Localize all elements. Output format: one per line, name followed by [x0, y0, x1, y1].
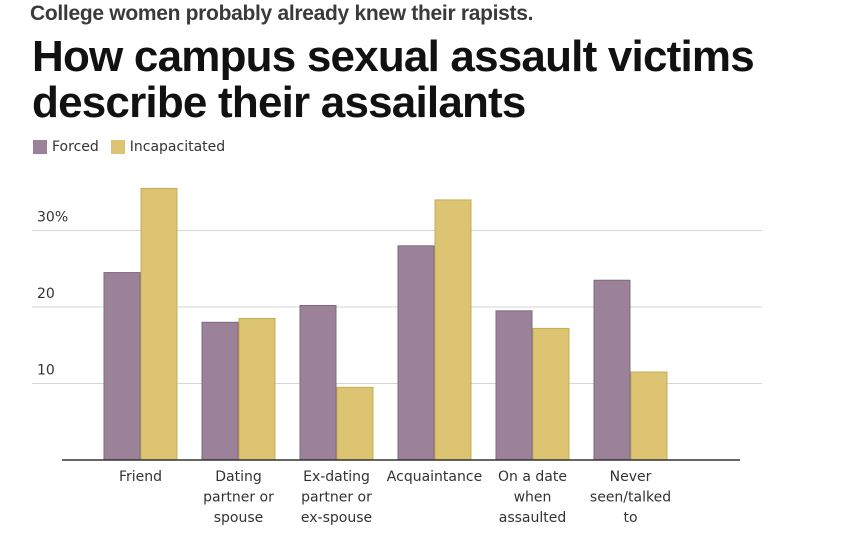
bar-incapacitated — [140, 187, 178, 461]
x-category-label: assaulted — [499, 510, 567, 526]
bar-forced — [495, 310, 533, 461]
bar-incapacitated — [238, 317, 276, 461]
bar-forced — [397, 245, 435, 461]
x-category-label: spouse — [214, 510, 264, 526]
x-category-label: Ex-dating — [303, 469, 370, 485]
x-category-label: when — [514, 490, 552, 506]
legend-swatch-incapacitated — [110, 140, 125, 154]
chart-title: How campus sexual assault victims descri… — [32, 32, 755, 127]
chart-kicker: College women probably already knew thei… — [30, 2, 534, 25]
x-category-label: Acquaintance — [387, 469, 482, 485]
y-tick-label: 30% — [37, 210, 68, 226]
legend-item-incapacitated: Incapacitated — [110, 139, 226, 155]
legend-label-forced: Forced — [52, 139, 99, 155]
bar-forced — [299, 304, 337, 461]
legend-swatch-forced — [33, 140, 47, 154]
x-category-label: Never — [610, 469, 652, 485]
bar-incapacitated — [336, 386, 374, 461]
x-category-label: Friend — [119, 469, 162, 485]
x-category-label: On a date — [498, 469, 567, 485]
legend-item-forced: Forced — [33, 139, 99, 155]
x-category-label: partner or — [301, 490, 372, 506]
y-tick-label: 10 — [37, 363, 55, 379]
chart-legend: Forced Incapacitated — [33, 139, 237, 155]
legend-label-incapacitated: Incapacitated — [129, 139, 226, 155]
bar-incapacitated — [630, 371, 668, 461]
bar-incapacitated — [434, 199, 472, 461]
x-category-label: to — [623, 510, 637, 526]
bar-forced — [103, 272, 141, 461]
x-category-label: partner or — [203, 490, 274, 506]
bar-forced — [593, 279, 631, 461]
x-category-label: Dating — [215, 469, 262, 485]
x-category-label: seen/talked — [590, 490, 671, 506]
bar-forced — [201, 321, 239, 461]
x-category-label: ex-spouse — [301, 510, 372, 526]
y-tick-label: 20 — [37, 286, 55, 302]
bar-incapacitated — [532, 327, 570, 461]
